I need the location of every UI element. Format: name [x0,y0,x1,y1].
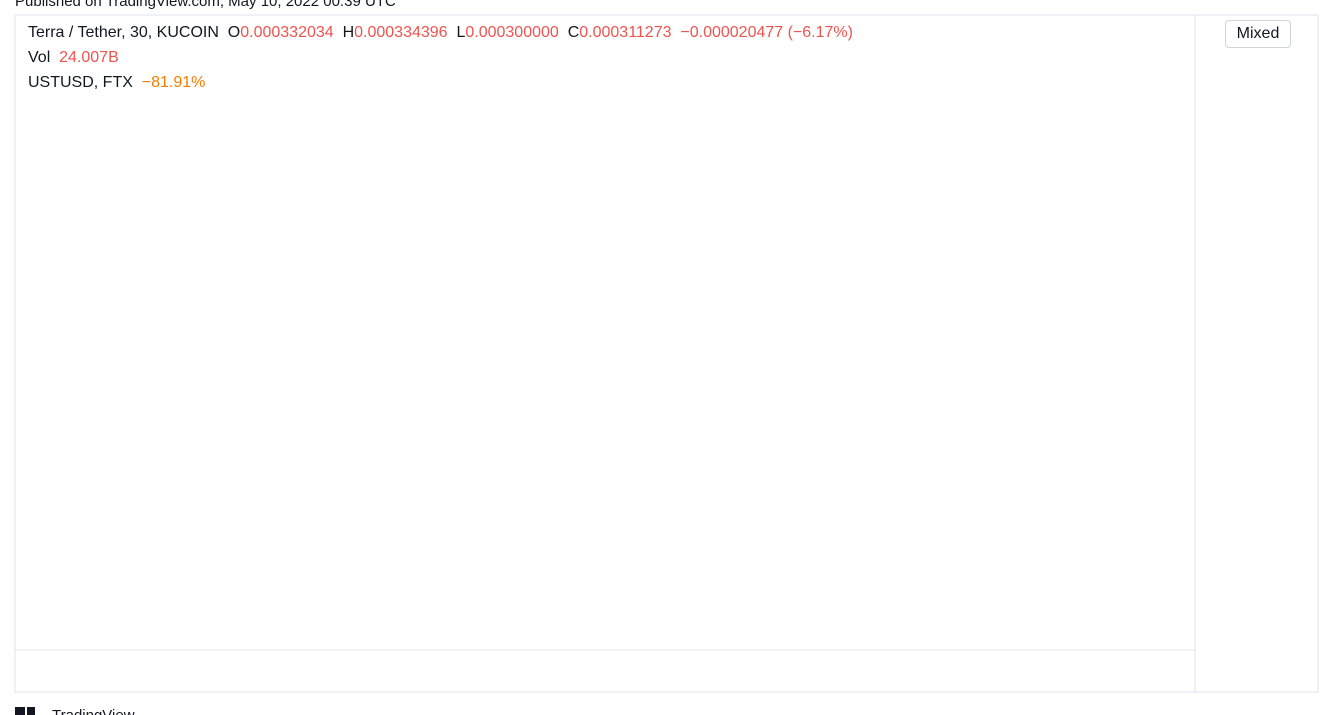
o-value: 0.000332034 [240,24,334,41]
legend-row: USTUSD, FTX −81.91% [28,74,205,92]
footer: TradingView [52,707,135,715]
header: Published on TradingView.com, May 10, 20… [15,0,396,10]
change: −0.000020477 (−6.17%) [680,24,853,41]
compare-symbol: USTUSD, FTX [28,74,133,91]
chart-frame [14,14,1319,693]
vol-value: 24.007B [59,49,119,66]
mixed-button[interactable]: Mixed [1225,20,1291,48]
legend-row: Vol 24.007B [28,49,119,67]
legend-row: Terra / Tether, 30, KUCOIN O0.000332034 … [28,24,853,42]
l-value: 0.000300000 [465,24,559,41]
o-key: O [227,24,241,41]
symbol: Terra / Tether, 30, KUCOIN [28,24,219,41]
c-key: C [567,24,580,41]
compare-change: −81.91% [141,74,206,91]
h-key: H [342,24,355,41]
logo [15,707,35,715]
l-key: L [456,24,466,41]
h-value: 0.000334396 [354,24,448,41]
vol-key: Vol [28,49,51,66]
c-value: 0.000311273 [579,24,672,41]
